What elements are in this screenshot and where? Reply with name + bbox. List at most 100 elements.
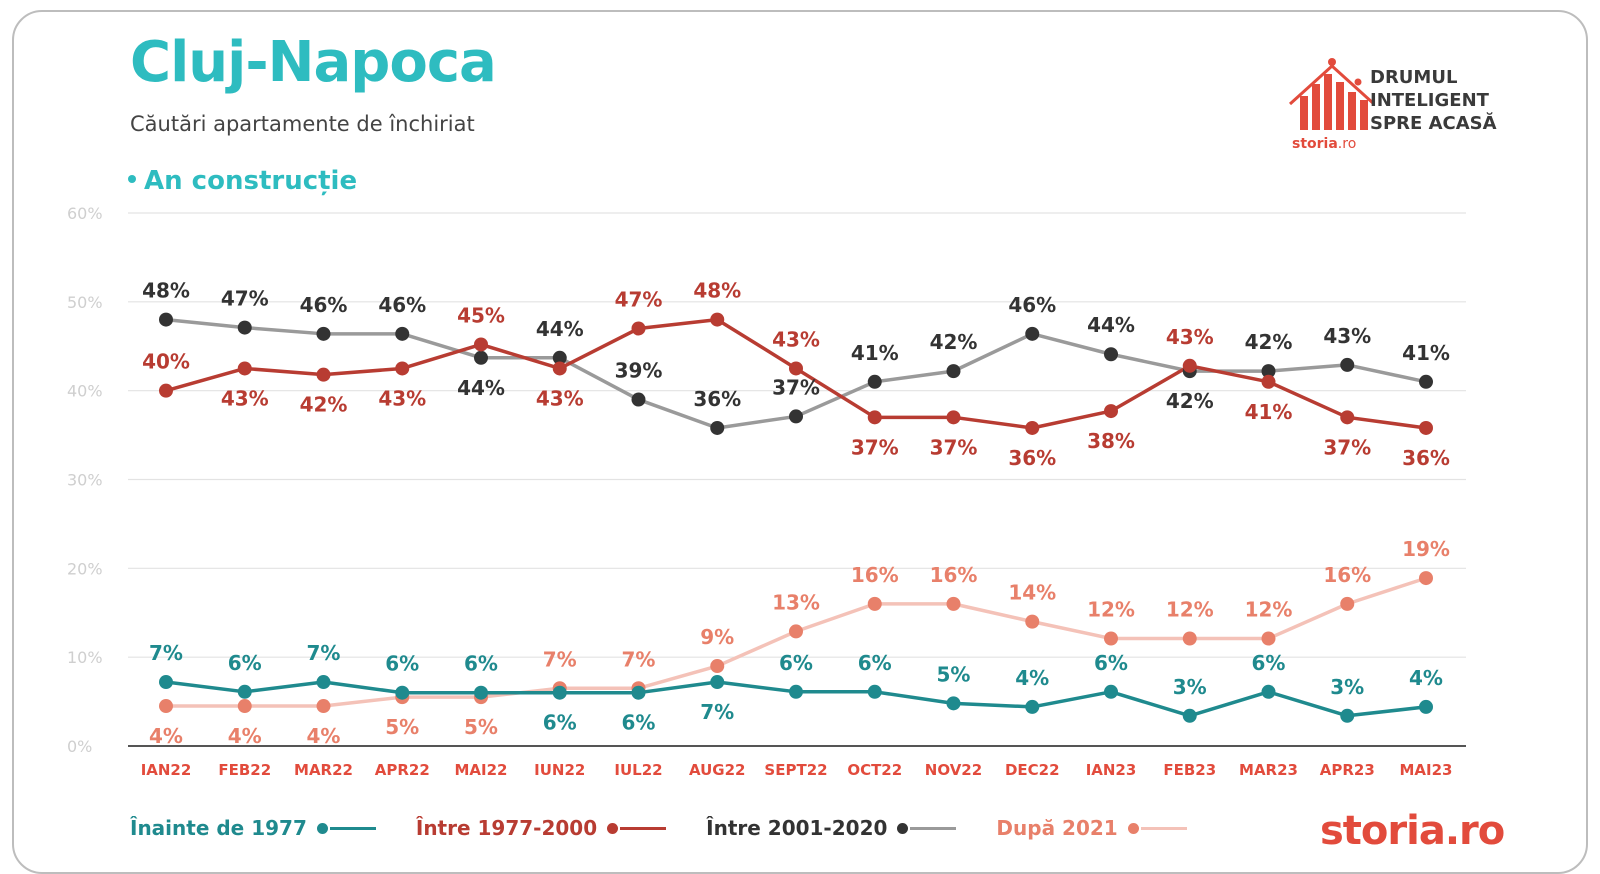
y-tick-label: 50% [67,293,103,312]
data-label: 42% [300,393,348,417]
footer-brand: storia.ro [1320,808,1505,854]
logo-line-2: INTELIGENT [1370,90,1489,111]
data-label: 46% [300,293,348,317]
legend-item-before-1977: Înainte de 1977 [130,816,376,840]
y-tick-label: 0% [67,737,92,756]
data-point [474,350,488,365]
data-label: 41% [1245,400,1293,424]
data-point [631,685,646,700]
y-tick-label: 30% [67,471,103,490]
data-point [1419,699,1433,714]
data-label: 7% [149,641,183,665]
data-label: 6% [622,711,656,735]
data-label: 39% [615,359,663,383]
data-point [867,684,882,699]
data-label: 12% [1166,598,1214,622]
data-point [1025,420,1040,435]
data-point [789,684,803,699]
data-label: 4% [149,724,183,748]
legend-label: Între 1977-2000 [415,816,598,840]
data-point [1340,357,1355,372]
data-point [1340,708,1355,723]
data-label: 37% [1323,435,1371,459]
data-label: 4% [1015,666,1049,690]
data-point [1261,364,1276,379]
x-tick-label: AUG22 [689,761,746,779]
logo-brand: storia.ro [1292,136,1356,152]
y-tick-label: 20% [67,559,103,578]
data-point [159,699,173,714]
data-point [237,320,252,335]
data-label: 16% [930,563,978,587]
data-point [552,350,567,365]
footer-brand-suffix: .ro [1444,808,1505,854]
data-point [710,675,725,690]
data-point [867,596,882,611]
logo-slogan: DRUMUL INTELIGENT SPRE ACASĂ [1370,66,1497,135]
data-label: 5% [464,715,498,739]
data-label: 40% [142,350,190,374]
data-label: 37% [772,375,820,399]
data-point [1419,571,1433,586]
data-label: 9% [700,625,734,649]
data-label: 6% [1094,651,1128,675]
data-point [946,410,961,425]
data-point [789,361,803,376]
data-point [710,312,725,327]
data-point [631,321,646,336]
x-tick-label: MAR23 [1239,761,1298,779]
data-label: 41% [1402,341,1450,365]
data-point [1261,684,1276,699]
legend-swatch-icon [316,822,376,834]
data-point [1104,631,1118,646]
x-tick-label: FEB22 [218,761,271,779]
data-label: 42% [1166,389,1214,413]
data-point [1104,404,1118,419]
legend-swatch-icon [607,822,667,834]
subtitle: Căutări apartamente de închiriat [130,112,475,136]
logo-line-3: SPRE ACASĂ [1370,113,1497,134]
data-point [237,361,252,376]
legend-swatch-icon [1127,822,1187,834]
data-label: 3% [1173,675,1207,699]
data-point [1340,596,1355,611]
data-point [1104,347,1118,362]
data-point [1419,374,1433,389]
data-label: 7% [543,647,577,671]
data-point [1261,631,1276,646]
data-point [552,685,567,700]
data-point [316,326,331,341]
data-label: 43% [536,386,584,410]
section-label: An construcție [144,166,358,196]
data-label: 46% [378,293,426,317]
data-point [474,337,488,352]
data-point [710,659,725,674]
data-label: 44% [457,376,505,400]
x-tick-label: SEPT22 [764,761,827,779]
x-tick-label: APR22 [375,761,430,779]
data-point [159,312,173,327]
data-label: 3% [1330,675,1364,699]
data-label: 13% [772,590,820,614]
data-label: 4% [307,724,341,748]
data-point [237,699,252,714]
data-point [1261,374,1276,389]
data-point [316,699,331,714]
data-label: 43% [1323,324,1371,348]
data-label: 6% [228,651,262,675]
card-frame [12,10,1588,874]
data-point [552,361,567,376]
line-chart: 0% 10% 20% 30% 40% 50% 60% IAN22 FEB22 MAR22 APR22… [67,204,1466,779]
data-label: 48% [693,279,741,303]
data-label: 16% [1323,563,1371,587]
x-tick-label: IAN22 [141,761,192,779]
data-label: 6% [464,652,498,676]
data-label: 41% [851,341,899,365]
storia-house-logo-icon [1288,58,1376,130]
data-label: 36% [693,387,741,411]
data-point [316,367,331,382]
x-tick-label: OCT22 [847,761,902,779]
data-point [237,684,252,699]
data-point [946,696,961,711]
x-tick-label: DEC22 [1005,761,1060,779]
